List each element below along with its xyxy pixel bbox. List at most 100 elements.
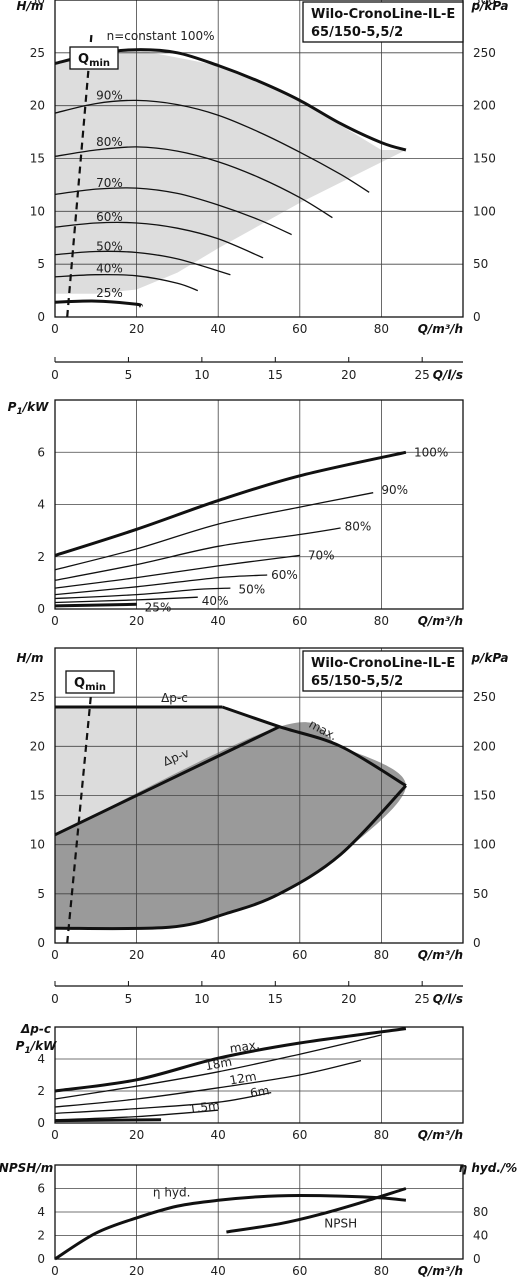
y-tick-label: 0	[37, 1252, 45, 1266]
series-line	[54, 596, 198, 604]
y2-axis-label: p/kPa	[470, 651, 508, 665]
dp-c-label: Δp-c	[161, 691, 188, 705]
y-tick-label: 20	[30, 739, 45, 753]
y-tick-label: 0	[37, 936, 45, 950]
x-tick-label: 40	[211, 1264, 226, 1278]
series-label: 90%	[381, 483, 408, 497]
dp-v-line	[54, 725, 281, 837]
y-axis-label: P1/kW	[8, 400, 49, 417]
y-tick-label: 2	[37, 1084, 45, 1098]
x-tick-label: 60	[292, 614, 307, 628]
dp-regions	[55, 707, 406, 929]
qmin-box	[65, 670, 115, 694]
model-title-line-1: Wilo-CronoLine-IL-E	[311, 7, 455, 22]
model-title-line-1: Wilo-CronoLine-IL-E	[311, 656, 455, 671]
x-tick-label: 0	[51, 614, 59, 628]
series-label: 80%	[96, 135, 123, 149]
series-line	[54, 450, 407, 557]
x-tick-label: 20	[129, 1264, 144, 1278]
series-line	[54, 602, 137, 608]
qmin-label: Qmin	[74, 676, 106, 693]
y2-tick-label: 200	[473, 739, 496, 753]
hq_dp-panel: 0 20 40 60 800510152025050100150200250Q/m³/h…	[17, 647, 509, 962]
q_ls_axis: 0 5 10 15 20 25 Q/l/s	[51, 357, 463, 382]
y2-tick-label: 0	[473, 310, 481, 324]
y-tick-label: 15	[30, 789, 45, 803]
x-tick-label: 60	[292, 1264, 307, 1278]
series-label: 60%	[271, 568, 298, 582]
y-tick-label: 2	[37, 550, 45, 564]
series-label: 70%	[96, 176, 123, 190]
x-tick-label: 80	[374, 1264, 389, 1278]
series-label: 12m	[229, 1069, 258, 1087]
dp-c-region	[55, 707, 280, 835]
x-tick-label: 0	[51, 1264, 59, 1278]
plot-frame	[54, 1026, 464, 1124]
y-tick-label: 30	[30, 0, 45, 7]
y2-tick-label: 150	[473, 789, 496, 803]
y-tick-label: 5	[37, 887, 45, 901]
series-line	[54, 1193, 407, 1261]
x-tick-label: 20	[129, 1128, 144, 1142]
min-curve	[54, 784, 407, 931]
series-label: 25%	[145, 601, 172, 615]
x-axis-label: Q/m³/h	[418, 948, 463, 962]
plot-frame	[54, 399, 464, 610]
y-tick-label: 0	[37, 602, 45, 616]
y-tick-label: 10	[30, 838, 45, 852]
y-axis-label: P1/kW	[16, 1039, 57, 1056]
y-tick-label: 2	[37, 1229, 45, 1243]
x-tick-label: 0	[51, 948, 59, 962]
series-line	[54, 187, 292, 236]
y2-tick-label: 250	[473, 46, 496, 60]
x-tick-label: 40	[211, 948, 226, 962]
series-line	[54, 1059, 362, 1108]
qmin-box	[69, 46, 119, 70]
qmin-label: Qmin	[78, 52, 110, 69]
x-axis-label: Q/m³/h	[418, 1264, 463, 1278]
series-line	[54, 250, 231, 276]
x-axis-label: Q/m³/h	[418, 614, 463, 628]
y-tick-label: 4	[37, 1052, 45, 1066]
series-label: 40%	[202, 594, 229, 608]
series-label: 70%	[308, 548, 335, 562]
y-tick-label: 6	[37, 1182, 45, 1196]
y2-tick-label: 40	[473, 1229, 488, 1243]
series-label: 100%	[414, 445, 448, 459]
y2-tick-label: 300	[473, 0, 496, 7]
y-tick-label: 6	[37, 445, 45, 459]
plot-frame	[54, 0, 464, 318]
y-tick-label: 4	[37, 1205, 45, 1219]
qmin-line	[66, 687, 93, 944]
y2-axis-label: η hyd./%	[459, 1161, 518, 1175]
y2-tick-label: 100	[473, 204, 496, 218]
qls-tick-label: 10	[194, 368, 209, 382]
series-label: 25%	[96, 286, 123, 300]
y-tick-label: 5	[37, 257, 45, 271]
y-axis-label-line1: Δp-c	[20, 1022, 51, 1036]
series-line	[54, 574, 268, 596]
series-label: 50%	[96, 239, 123, 253]
y2-tick-label: 100	[473, 838, 496, 852]
max-curve	[221, 705, 407, 787]
qls-axis-label: Q/l/s	[433, 368, 463, 382]
y2-tick-label: 250	[473, 690, 496, 704]
y-tick-label: 25	[30, 46, 45, 60]
qls-tick-label: 25	[415, 368, 430, 382]
dp-v-region	[55, 722, 406, 929]
series-label: 1.5m	[188, 1098, 220, 1116]
x-tick-label: 40	[211, 322, 226, 336]
qls-axis-label: Q/l/s	[433, 992, 463, 1006]
model-title-box	[302, 650, 464, 692]
x-tick-label: 80	[374, 948, 389, 962]
x-tick-label: 20	[129, 614, 144, 628]
series-label: 40%	[96, 262, 123, 276]
p1_speed-panel: 0 20 40 60 80 0 2 4 6 Q/m³/h P1/kW 100% 90% 80% 70% 60%…	[8, 399, 464, 628]
qls-tick-label: 5	[125, 368, 133, 382]
hq-speed-area	[55, 49, 406, 294]
x-tick-label: 80	[374, 1128, 389, 1142]
series-label: 60%	[96, 210, 123, 224]
